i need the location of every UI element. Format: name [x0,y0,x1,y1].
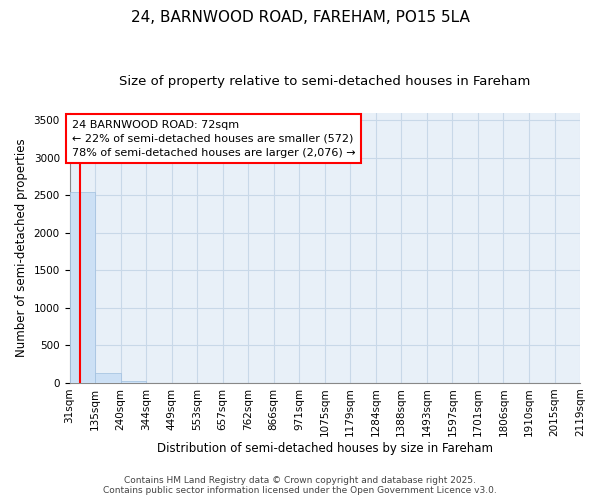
Bar [95,373,121,383]
Text: 24 BARNWOOD ROAD: 72sqm
← 22% of semi-detached houses are smaller (572)
78% of s: 24 BARNWOOD ROAD: 72sqm ← 22% of semi-de… [72,120,356,158]
X-axis label: Distribution of semi-detached houses by size in Fareham: Distribution of semi-detached houses by … [157,442,493,455]
Bar [121,380,146,383]
Y-axis label: Number of semi-detached properties: Number of semi-detached properties [15,138,28,357]
Bar [70,192,95,383]
Text: Contains HM Land Registry data © Crown copyright and database right 2025.
Contai: Contains HM Land Registry data © Crown c… [103,476,497,495]
Title: Size of property relative to semi-detached houses in Fareham: Size of property relative to semi-detach… [119,75,530,88]
Text: 24, BARNWOOD ROAD, FAREHAM, PO15 5LA: 24, BARNWOOD ROAD, FAREHAM, PO15 5LA [131,10,469,25]
